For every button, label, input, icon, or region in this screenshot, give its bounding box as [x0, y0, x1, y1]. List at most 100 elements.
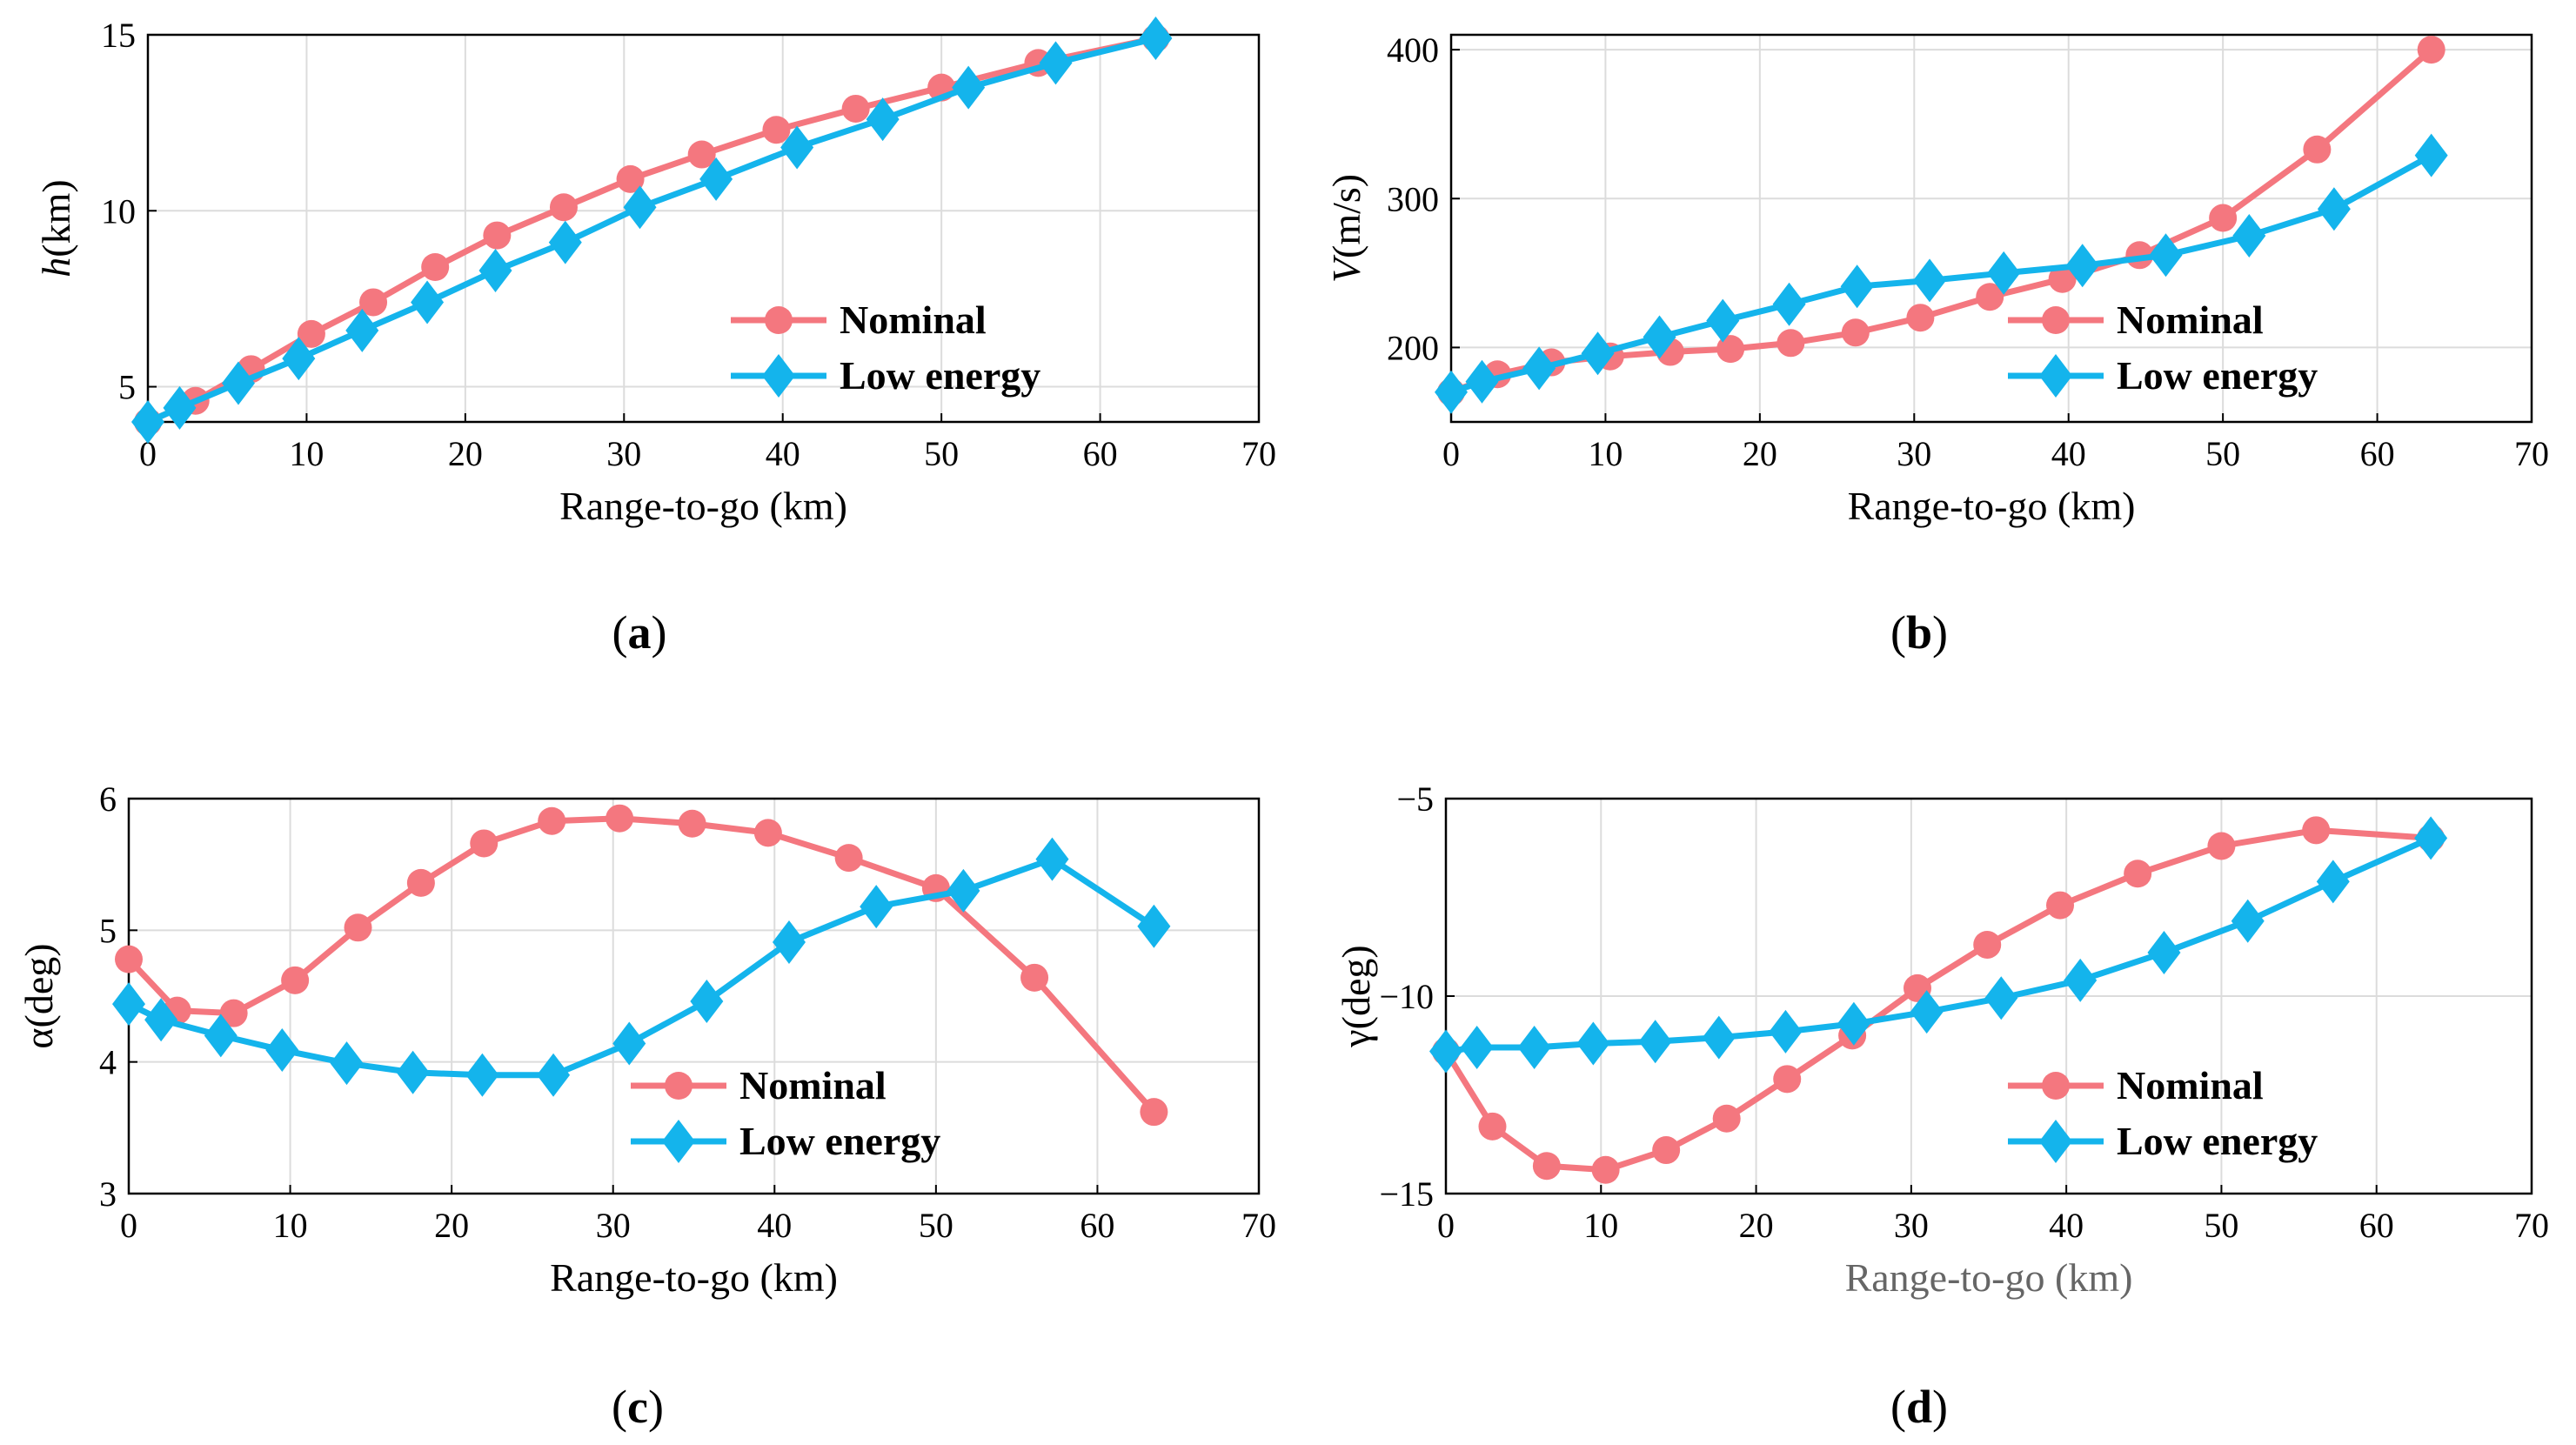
- low-energy-point-14: [2414, 816, 2448, 860]
- plot-frame: [1449, 33, 2533, 424]
- nominal-point-4: [344, 913, 372, 942]
- y-axis-variable: α: [17, 1027, 61, 1048]
- low-energy-point-14: [1139, 17, 1173, 61]
- nominal-point-12: [2209, 204, 2238, 232]
- low-energy-point-10: [780, 125, 814, 170]
- y-axis-label: V(m/s): [1324, 174, 1368, 283]
- nominal-point-3: [297, 319, 325, 348]
- x-tick-label: 20: [434, 1206, 469, 1245]
- x-tick-label: 20: [448, 434, 483, 473]
- low-energy-point-1: [163, 385, 197, 430]
- x-tick-label: 60: [2360, 434, 2395, 473]
- x-tick-label: 10: [1583, 1206, 1618, 1245]
- legend-label: Nominal: [739, 1063, 887, 1107]
- low-energy-point-14: [2414, 133, 2448, 177]
- x-tick-label: 10: [1588, 434, 1623, 473]
- low-energy-point-7: [1837, 1001, 1870, 1046]
- y-tick-label: 300: [1387, 179, 1439, 218]
- plot-frame: [146, 33, 1261, 424]
- x-tick-label: 30: [606, 434, 641, 473]
- panel-caption-label: a: [628, 606, 652, 659]
- nominal-point-13: [2303, 135, 2332, 164]
- y-tick-label: 4: [99, 1043, 117, 1082]
- low-energy-point-2: [204, 1014, 238, 1058]
- chart-panel-a: 0 10 20 30 40 50 60 70 5 10 15 Range-to-go (km) h(km…: [34, 16, 1276, 659]
- legend-label: Low energy: [840, 353, 1040, 398]
- low-energy-point-12: [947, 868, 980, 913]
- legend-marker-point-1: [762, 354, 795, 398]
- x-tick-label: 70: [2514, 434, 2549, 473]
- x-tick-label: 50: [919, 1206, 953, 1245]
- low-energy-point-4: [1638, 1020, 1672, 1064]
- low-energy-point-10: [772, 920, 806, 964]
- low-energy-point-4: [1643, 315, 1676, 359]
- low-energy-point-12: [2231, 899, 2265, 943]
- panel-caption-label: c: [627, 1381, 648, 1433]
- low-energy-point-4: [330, 1041, 364, 1086]
- nominal-point-6: [483, 221, 512, 250]
- low-energy-point-12: [2232, 214, 2266, 258]
- legend-marker-point-0: [2042, 306, 2070, 334]
- low-energy-point-11: [866, 97, 900, 142]
- legend: Nominal Low energy: [2008, 1063, 2318, 1163]
- x-tick-label: 0: [1442, 434, 1460, 473]
- low-energy-point-4: [345, 308, 379, 352]
- legend-label: Low energy: [2117, 353, 2318, 398]
- chart-panel-b: 0 10 20 30 40 50 60 70 200 300 400 Range-to-go (km)…: [1324, 30, 2549, 659]
- legend-marker-point-0: [2042, 1072, 2070, 1100]
- low-energy-point-8: [1913, 258, 1947, 303]
- low-energy-point-6: [1769, 1009, 1803, 1054]
- y-tick-label: −5: [1396, 779, 1434, 819]
- low-energy-point-6: [1772, 282, 1806, 326]
- y-tick-label: 400: [1387, 30, 1439, 70]
- y-axis-label: h(km): [34, 179, 78, 277]
- x-axis-label: Range-to-go (km): [550, 1255, 838, 1300]
- nominal-point-4: [359, 288, 388, 317]
- legend: Nominal Low energy: [631, 1063, 940, 1163]
- nominal-point-9: [678, 809, 706, 838]
- x-axis-label: Range-to-go (km): [1848, 484, 2136, 528]
- x-tick-label: 50: [924, 434, 959, 473]
- legend-marker-point-1: [2039, 1120, 2072, 1163]
- panel-caption-label: d: [1906, 1381, 1932, 1433]
- plot-frame: [127, 797, 1261, 1195]
- nominal-point-5: [1716, 335, 1745, 364]
- low-energy-point-13: [2316, 860, 2350, 904]
- low-energy-point-3: [265, 1028, 299, 1073]
- nominal-point-11: [2124, 860, 2152, 888]
- legend-marker-point-1: [2039, 354, 2072, 398]
- legend-marker-point-0: [765, 306, 793, 334]
- chart-panel-d: 0 10 20 30 40 50 60 70 −15 −10 −5 Range-to-go (km) γ…: [1334, 779, 2549, 1433]
- y-axis-variable: h: [34, 258, 78, 278]
- y-tick-label: 3: [99, 1174, 117, 1214]
- nominal-point-10: [2048, 264, 2077, 293]
- low-energy-point-1: [1460, 1026, 1494, 1070]
- x-tick-label: 40: [766, 434, 800, 473]
- x-tick-label: 60: [2359, 1206, 2394, 1245]
- x-tick-label: 60: [1080, 1206, 1114, 1245]
- y-tick-label: 10: [101, 191, 136, 231]
- nominal-point-9: [1976, 283, 2004, 311]
- nominal-point-3: [281, 966, 310, 994]
- low-energy-point-11: [860, 885, 893, 929]
- legend-label: Low energy: [2117, 1119, 2318, 1163]
- nominal-point-10: [762, 116, 791, 144]
- legend: Nominal Low energy: [731, 298, 1040, 398]
- legend-marker-point-1: [662, 1120, 695, 1163]
- legend-label: Nominal: [2117, 1063, 2264, 1107]
- legend-label: Low energy: [739, 1119, 940, 1163]
- x-tick-label: 30: [1897, 434, 1931, 473]
- low-energy-point-3: [1576, 1021, 1610, 1066]
- low-energy-point-11: [2147, 931, 2181, 975]
- nominal-point-10: [2046, 891, 2075, 920]
- low-energy-point-14: [1137, 904, 1171, 948]
- x-tick-label: 0: [139, 434, 157, 473]
- nominal-point-7: [538, 806, 566, 835]
- legend-marker-point-0: [665, 1072, 693, 1100]
- x-tick-label: 40: [2049, 1206, 2084, 1245]
- x-tick-label: 30: [1894, 1206, 1929, 1245]
- x-tick-label: 40: [757, 1206, 792, 1245]
- nominal-point-5: [406, 868, 435, 897]
- chart-panel-c: 0 10 20 30 40 50 60 70 3 4 5 6 Range-to-go (km) α(deg…: [17, 779, 1276, 1433]
- legend-label: Nominal: [840, 298, 987, 342]
